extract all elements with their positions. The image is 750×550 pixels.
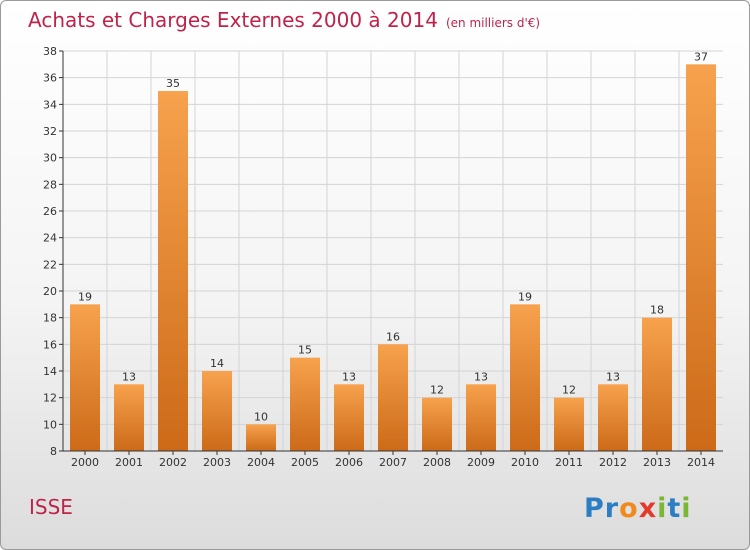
y-tick-label: 32 [43,125,57,138]
bar-value-label: 37 [694,50,708,63]
bar [158,91,188,451]
x-tick-label: 2011 [555,456,583,469]
bar-value-label: 13 [474,370,488,383]
bar-value-label: 19 [78,290,92,303]
y-tick-label: 28 [43,178,57,191]
chart-title: Achats et Charges Externes 2000 à 2014 (e… [28,8,540,32]
y-tick-label: 8 [50,445,57,458]
bar [114,384,144,451]
bar-value-label: 13 [606,370,620,383]
chart-subtitle: (en milliers d'€) [445,16,541,30]
svg-text:Proxiti: Proxiti [584,493,692,524]
bar-value-label: 12 [562,384,576,397]
x-tick-label: 2007 [379,456,407,469]
x-tick-label: 2003 [203,456,231,469]
bar [70,304,100,451]
bar [510,304,540,451]
x-tick-label: 2001 [115,456,143,469]
y-tick-label: 36 [43,72,57,85]
x-tick-label: 2006 [335,456,363,469]
y-tick-label: 22 [43,258,57,271]
bar-value-label: 10 [254,410,268,423]
x-tick-label: 2012 [599,456,627,469]
y-tick-label: 34 [43,98,57,111]
chart-title-text: Achats et Charges Externes 2000 à 2014 [28,8,438,32]
x-tick-label: 2002 [159,456,187,469]
x-tick-label: 2009 [467,456,495,469]
y-tick-label: 24 [43,232,57,245]
bar [598,384,628,451]
y-tick-label: 38 [43,45,57,58]
bar [202,371,232,451]
bar-value-label: 18 [650,304,664,317]
bar [290,357,320,451]
bar-value-label: 13 [342,370,356,383]
x-tick-label: 2010 [511,456,539,469]
bars: 19 13 35 14 10 15 13 16 12 13 19 12 13 18 37 [70,50,716,452]
bar-value-label: 14 [210,357,224,370]
bar-value-label: 19 [518,290,532,303]
bar [334,384,364,451]
bar [466,384,496,451]
y-tick-label: 12 [43,392,57,405]
proxiti-logo: Proxiti [584,491,694,525]
bar [554,397,584,451]
y-tick-label: 16 [43,338,57,351]
bar-value-label: 12 [430,384,444,397]
bar [642,317,672,451]
axes: 8 10 12 14 16 18 20 22 24 26 28 30 32 34 36 38 2000 2001 2… [43,45,723,469]
bar [422,397,452,451]
y-tick-label: 30 [43,152,57,165]
bar-value-label: 15 [298,344,312,357]
x-tick-label: 2004 [247,456,275,469]
x-tick-label: 2013 [643,456,671,469]
town-name: ISSE [29,495,73,519]
x-tick-label: 2005 [291,456,319,469]
bar-value-label: 35 [166,77,180,90]
x-tick-label: 2008 [423,456,451,469]
bar [686,64,716,452]
bar [378,344,408,451]
y-tick-label: 10 [43,418,57,431]
y-tick-label: 20 [43,285,57,298]
y-tick-label: 14 [43,365,57,378]
bar [246,424,276,451]
x-tick-label: 2014 [687,456,715,469]
bar-value-label: 16 [386,330,400,343]
y-tick-label: 26 [43,205,57,218]
bar-value-label: 13 [122,370,136,383]
x-tick-label: 2000 [71,456,99,469]
y-tick-label: 18 [43,312,57,325]
